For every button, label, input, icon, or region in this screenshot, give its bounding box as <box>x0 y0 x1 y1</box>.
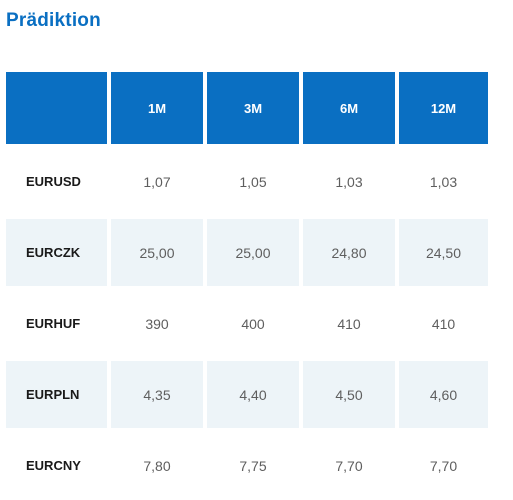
forecast-value-3m: 1,05 <box>239 173 267 190</box>
forecast-value-6m: 1,03 <box>335 173 363 190</box>
header-cell-1m: 1M <box>111 72 203 144</box>
forecast-value-3m: 4,40 <box>207 361 299 428</box>
page-title: Prädiktion <box>6 10 101 31</box>
currency-pair-label: EURPLN <box>6 361 107 428</box>
forecast-value-1m: 1,07 <box>143 173 171 190</box>
forecast-value-3m: 25,00 <box>207 219 299 286</box>
forecast-value-6m: 4,50 <box>303 361 395 428</box>
forecast-value-12m: 24,50 <box>399 219 488 286</box>
forecast-value-12m: 410 <box>431 315 456 332</box>
header-cell-12m: 12M <box>399 72 488 144</box>
currency-pair-label: EURCZK <box>6 219 107 286</box>
header-cell-3m: 3M <box>207 72 299 144</box>
forecast-value-3m: 400 <box>241 315 265 332</box>
currency-pair-label: EURUSD <box>26 174 81 189</box>
header-cell-6m: 6M <box>303 72 395 144</box>
forecast-value-3m: 7,75 <box>239 457 267 474</box>
table-row: EURPLN 4,35 4,40 4,50 4,60 <box>6 361 488 428</box>
table-row: EURHUF 390 400 410 410 <box>6 290 484 357</box>
table-row: EURUSD 1,07 1,05 1,03 1,03 <box>6 148 484 215</box>
table-row: EURCNY 7,80 7,75 7,70 7,70 <box>6 432 484 499</box>
header-cell-empty <box>6 72 107 144</box>
table-row: EURCZK 25,00 25,00 24,80 24,50 <box>6 219 488 286</box>
forecast-value-6m: 410 <box>337 315 361 332</box>
forecast-value-6m: 24,80 <box>303 219 395 286</box>
forecast-value-1m: 25,00 <box>111 219 203 286</box>
forecast-value-12m: 7,70 <box>429 457 458 474</box>
forecast-value-1m: 7,80 <box>143 457 171 474</box>
forecast-value-6m: 7,70 <box>335 457 363 474</box>
forecast-value-12m: 1,03 <box>429 173 458 190</box>
forecast-value-12m: 4,60 <box>399 361 488 428</box>
table-header-row: 1M 3M 6M 12M <box>6 72 488 144</box>
currency-pair-label: EURHUF <box>26 316 81 331</box>
forecast-value-1m: 390 <box>145 315 169 332</box>
forecast-table: 1M 3M 6M 12M EURUSD 1,07 1,05 1,03 1,03 … <box>6 72 488 499</box>
forecast-value-1m: 4,35 <box>111 361 203 428</box>
currency-pair-label: EURCNY <box>26 458 81 473</box>
